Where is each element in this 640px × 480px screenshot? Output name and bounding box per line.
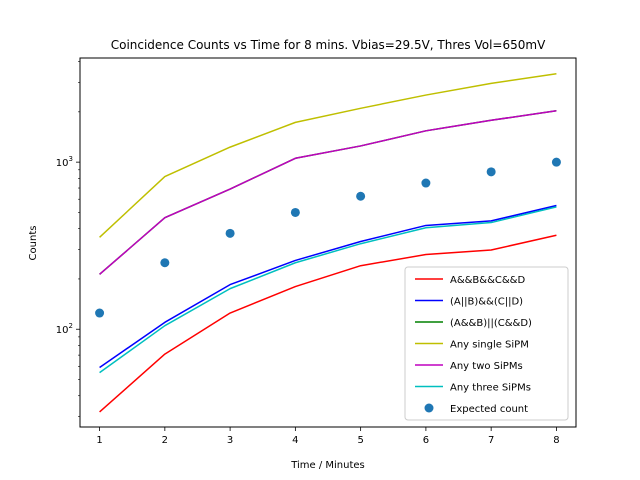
x-tick-label: 7: [488, 435, 494, 446]
y-tick-label: 102: [56, 322, 73, 336]
expected-count-point: [486, 167, 496, 177]
legend-label: Any single SiPM: [450, 340, 529, 351]
y-tick-exponent: 2: [69, 322, 73, 330]
legend-label: Expected count: [450, 404, 528, 415]
y-tick-exponent: 3: [69, 155, 73, 163]
y-tick-base: 10: [56, 158, 69, 169]
expected-count-point: [551, 157, 561, 167]
plot-frame: [79, 57, 577, 428]
series-line-5: [99, 206, 557, 374]
legend-label: (A&&B)||(C&&D): [450, 318, 532, 329]
legend-box: [404, 266, 569, 421]
expected-count-point: [95, 308, 105, 318]
expected-count-point: [160, 258, 170, 268]
legend-label: Any two SiPMs: [450, 361, 523, 372]
x-tick-label: 3: [227, 435, 233, 446]
chart-title: Coincidence Counts vs Time for 8 mins. V…: [111, 38, 546, 52]
series-line-3: [99, 73, 557, 238]
expected-count-point: [290, 207, 300, 217]
series-line-1: [99, 204, 557, 369]
y-tick-base: 10: [56, 325, 69, 336]
expected-count-point: [356, 191, 366, 201]
y-tick-label: 103: [56, 155, 73, 169]
legend-marker: [424, 403, 434, 413]
legend-label: (A||B)&&(C||D): [450, 297, 523, 308]
y-axis-label: Counts: [28, 226, 39, 261]
expected-count-point: [421, 178, 431, 188]
x-axis-label: Time / Minutes: [290, 460, 365, 471]
x-tick-label: 6: [423, 435, 429, 446]
legend: A&&B&&C&&D (A||B)&&(C||D) (A&&B)||(C&&D) An…: [404, 266, 569, 421]
x-tick-label: 2: [162, 435, 168, 446]
x-tick-label: 4: [292, 435, 298, 446]
x-tick-label: 8: [553, 435, 559, 446]
x-tick-label: 1: [96, 435, 102, 446]
series-line-4: [99, 110, 557, 275]
legend-label: A&&B&&C&&D: [450, 275, 525, 286]
series-line-0: [99, 234, 557, 413]
plot-series: [95, 73, 561, 413]
x-axis-ticks: 1 2 3 4 5 6 7 8: [96, 427, 560, 446]
legend-label: Any three SiPMs: [450, 383, 531, 394]
expected-count-point: [225, 228, 235, 238]
x-tick-label: 5: [357, 435, 363, 446]
